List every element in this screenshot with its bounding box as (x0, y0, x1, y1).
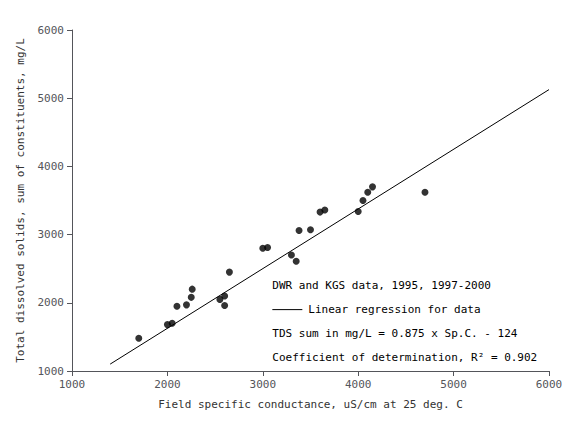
svg-text:Coefficient of determination,: Coefficient of determination, R² = 0.902 (272, 351, 537, 364)
svg-text:2000: 2000 (154, 378, 181, 391)
svg-text:DWR and KGS data, 1995, 1997-2: DWR and KGS data, 1995, 1997-2000 (272, 279, 491, 292)
svg-text:3000: 3000 (38, 228, 65, 241)
svg-text:1000: 1000 (38, 365, 65, 378)
svg-text:1000: 1000 (59, 378, 86, 391)
svg-text:6000: 6000 (38, 24, 65, 37)
svg-text:5000: 5000 (440, 378, 467, 391)
svg-text:3000: 3000 (250, 378, 277, 391)
svg-text:5000: 5000 (38, 92, 65, 105)
svg-text:Total dissolved solids, sum of: Total dissolved solids, sum of constitue… (14, 38, 27, 363)
svg-text:TDS sum in mg/L = 0.875 x Sp.C: TDS sum in mg/L = 0.875 x Sp.C. - 124 (272, 327, 517, 340)
svg-text:4000: 4000 (345, 378, 372, 391)
svg-text:4000: 4000 (38, 160, 65, 173)
svg-text:2000: 2000 (38, 296, 65, 309)
svg-text:Field specific conductance, uS: Field specific conductance, uS/cm at 25 … (158, 398, 463, 411)
svg-text:Linear regression for data: Linear regression for data (308, 303, 480, 316)
svg-text:6000: 6000 (536, 378, 563, 391)
